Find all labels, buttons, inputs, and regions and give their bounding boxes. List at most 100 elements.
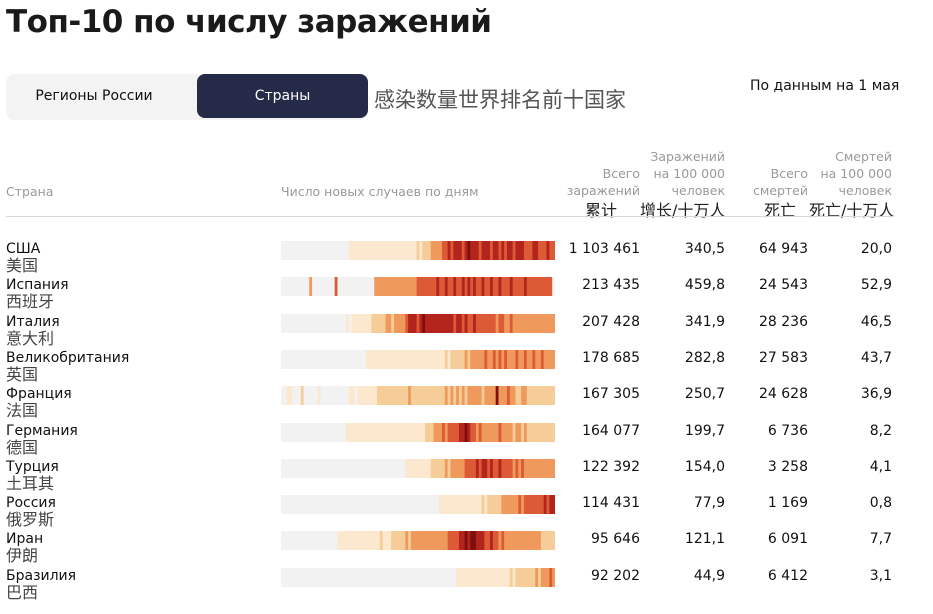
heat-cell [467,277,471,297]
heat-cell [447,422,452,442]
heat-cell [427,567,432,587]
heat-cell [549,277,553,297]
heat-cell [473,313,477,333]
cell-deaths100k: 36,9 [860,386,892,403]
heat-cell [506,567,511,587]
heat-cell [368,458,372,478]
heat-cell [478,313,483,333]
heat-cell [526,422,531,442]
heat-cell [337,349,341,369]
heat-cell [351,458,356,478]
new-cases-heat-strip [281,241,555,260]
heat-cell [478,422,483,442]
heat-cell [430,495,435,515]
heat-cell [393,422,398,442]
heat-cell [343,531,347,551]
heat-cell [283,313,288,333]
heat-cell [523,531,528,551]
heat-cell [340,495,344,515]
heat-cell [410,495,415,515]
heat-cell [481,313,485,333]
heat-cell [379,422,384,442]
heat-cell [538,495,542,515]
heat-cell [340,241,344,260]
heat-cell [521,495,525,515]
cell-total: 178 685 [582,349,640,366]
heat-cell [374,349,378,369]
heat-cell [343,422,347,442]
heat-cell [295,531,299,551]
cell-total: 95 646 [591,531,640,548]
heat-cell [422,313,426,333]
header-deaths-zh: 死亡 [764,201,797,220]
heat-cell [374,422,378,442]
heat-cell [348,495,353,515]
heat-cell [317,422,322,442]
heat-cell [470,458,474,478]
heat-cell [509,241,514,260]
heat-cell [405,567,409,587]
heat-cell [492,567,497,587]
heat-cell [402,458,406,478]
heat-cell [490,349,494,369]
heat-cell [295,241,299,260]
heat-cell [490,567,494,587]
heat-cell [450,313,454,333]
heat-cell [343,458,347,478]
heat-cell [312,241,316,260]
heat-cell [495,495,500,515]
heat-cell [340,386,344,406]
heat-cell [413,386,418,406]
heat-cell [388,349,392,369]
heat-cell [487,241,491,260]
heat-cell [334,241,339,260]
heat-cell [444,277,449,297]
heat-cell [413,277,418,297]
heat-cell [450,349,454,369]
heat-cell [442,458,446,478]
heat-cell [365,386,370,406]
heat-cell [292,386,296,406]
heat-cell [444,386,449,406]
heat-cell [473,567,477,587]
tab-russia-regions[interactable]: Регионы России [35,88,153,104]
tab-countries[interactable]: Страны [197,74,368,118]
heat-cell [345,277,350,297]
heat-cell [498,495,502,515]
heat-cell [467,386,471,406]
heat-cell [286,386,291,406]
heat-cell [382,567,387,587]
heat-cell [442,567,446,587]
heat-cell [509,277,514,297]
heat-cell [306,567,310,587]
heat-cell [408,386,412,406]
heat-cell [433,458,437,478]
heat-cell [374,241,378,260]
heat-cell [546,277,550,297]
heat-cell [393,349,398,369]
heat-cell [470,422,474,442]
heat-cell [309,422,313,442]
heat-cell [447,458,452,478]
heat-cell [473,531,477,551]
heat-cell [540,458,545,478]
heat-cell [484,495,488,515]
heat-cell [538,531,542,551]
heat-cell [281,458,285,478]
heat-cell [464,422,469,442]
heat-cell [436,277,440,297]
heat-cell [430,531,435,551]
heat-cell [475,386,480,406]
heat-cell [334,422,339,442]
heat-cell [410,567,415,587]
heat-cell [281,495,285,515]
cell-total: 207 428 [582,313,640,330]
heat-cell [478,241,483,260]
country-name-zh: 伊朗 [6,546,39,566]
heat-cell [402,386,406,406]
heat-cell [306,313,310,333]
heat-cell [427,349,432,369]
heat-cell [538,277,542,297]
heat-cell [283,495,288,515]
heat-cell [368,277,372,297]
